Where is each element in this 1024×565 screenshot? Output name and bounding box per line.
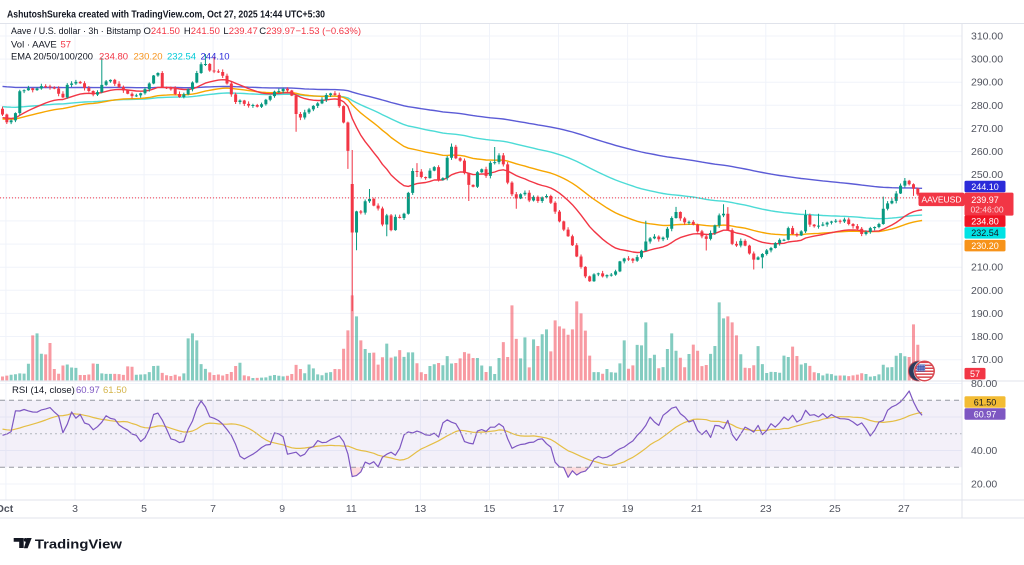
svg-text:3: 3	[72, 503, 78, 515]
svg-text:21: 21	[691, 503, 703, 515]
svg-text:180.00: 180.00	[971, 331, 1003, 343]
svg-text:11: 11	[346, 503, 357, 515]
svg-text:260.00: 260.00	[971, 146, 1003, 158]
svg-text:AAVEUSD: AAVEUSD	[922, 195, 962, 205]
svg-text:170.00: 170.00	[971, 354, 1003, 366]
svg-text:270.00: 270.00	[971, 123, 1003, 135]
svg-text:20.00: 20.00	[971, 479, 997, 491]
svg-text:60.97: 60.97	[974, 409, 997, 419]
svg-text:290.00: 290.00	[971, 77, 1003, 89]
svg-text:25: 25	[829, 503, 841, 515]
svg-text:02:46:00: 02:46:00	[970, 204, 1003, 214]
svg-text:232.54: 232.54	[971, 228, 999, 238]
svg-text:Aave / U.S. dollar · 3h · Bits: Aave / U.S. dollar · 3h · Bitstamp	[11, 26, 141, 37]
svg-text:13: 13	[415, 503, 427, 515]
svg-text:19: 19	[622, 503, 634, 515]
svg-text:250.00: 250.00	[971, 169, 1003, 181]
svg-text:200.00: 200.00	[971, 285, 1003, 297]
svg-text:40.00: 40.00	[971, 445, 997, 457]
svg-text:239.97: 239.97	[971, 195, 999, 205]
svg-text:7: 7	[210, 503, 216, 515]
svg-text:9: 9	[279, 503, 285, 515]
svg-text:310.00: 310.00	[971, 31, 1003, 43]
svg-text:5: 5	[141, 503, 147, 515]
svg-text:57: 57	[970, 369, 980, 379]
svg-text:Oct: Oct	[0, 503, 14, 515]
svg-text:61.50: 61.50	[974, 397, 997, 407]
svg-text:280.00: 280.00	[971, 100, 1003, 112]
svg-text:300.00: 300.00	[971, 54, 1003, 66]
svg-text:TradingView: TradingView	[35, 536, 123, 551]
svg-text:17: 17	[553, 503, 565, 515]
svg-text:15: 15	[484, 503, 496, 515]
svg-text:23: 23	[760, 503, 772, 515]
svg-text:234.80: 234.80	[971, 217, 999, 227]
svg-text:230.20: 230.20	[971, 241, 999, 251]
svg-text:27: 27	[898, 503, 910, 515]
svg-text:190.00: 190.00	[971, 308, 1003, 320]
svg-text:80.00: 80.00	[971, 378, 997, 390]
svg-text:210.00: 210.00	[971, 262, 1003, 274]
svg-text:AshutoshSureka created with Tr: AshutoshSureka created with TradingView.…	[7, 10, 325, 21]
svg-text:244.10: 244.10	[971, 182, 999, 192]
